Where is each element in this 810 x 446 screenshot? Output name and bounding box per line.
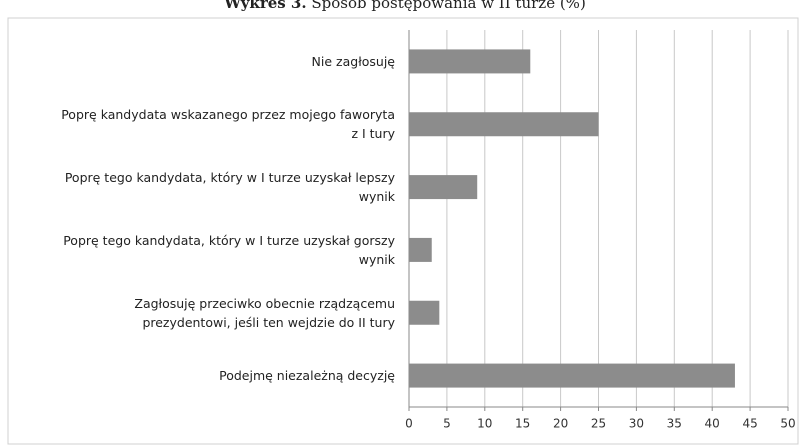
x-tick-label: 5 xyxy=(443,417,451,431)
x-tick-label: 30 xyxy=(629,417,644,431)
x-tick-label: 0 xyxy=(405,417,413,431)
title-text: Sposób postępowania w II turze (%) xyxy=(311,0,586,12)
x-tick-label: 15 xyxy=(515,417,530,431)
chart-title: Wykres 3. Sposób postępowania w II turze… xyxy=(0,0,810,12)
x-tick-label: 50 xyxy=(780,417,795,431)
bar xyxy=(409,175,478,200)
x-tick-label: 35 xyxy=(667,417,682,431)
bar xyxy=(409,300,440,325)
category-label: Poprę kandydata wskazanego przez mojego … xyxy=(61,107,395,142)
bar xyxy=(409,363,735,388)
x-tick-label: 10 xyxy=(477,417,492,431)
category-label: Nie zagłosuję xyxy=(311,53,395,69)
x-tick-label: 45 xyxy=(742,417,757,431)
category-label: Podejmę niezależną decyzję xyxy=(219,368,395,384)
bar xyxy=(409,112,599,137)
x-tick-label: 40 xyxy=(705,417,720,431)
bar xyxy=(409,49,531,74)
x-tick-label: 25 xyxy=(591,417,606,431)
chart-border xyxy=(7,17,799,445)
category-label: Poprę tego kandydata, który w I turze uz… xyxy=(63,232,395,267)
title-label: Wykres 3. xyxy=(224,0,307,12)
bar xyxy=(409,237,432,262)
category-label: Zagłosuję przeciwko obecnie rządzącemu p… xyxy=(134,295,395,330)
category-label: Poprę tego kandydata, który w I turze uz… xyxy=(64,170,395,205)
x-tick-label: 20 xyxy=(553,417,568,431)
